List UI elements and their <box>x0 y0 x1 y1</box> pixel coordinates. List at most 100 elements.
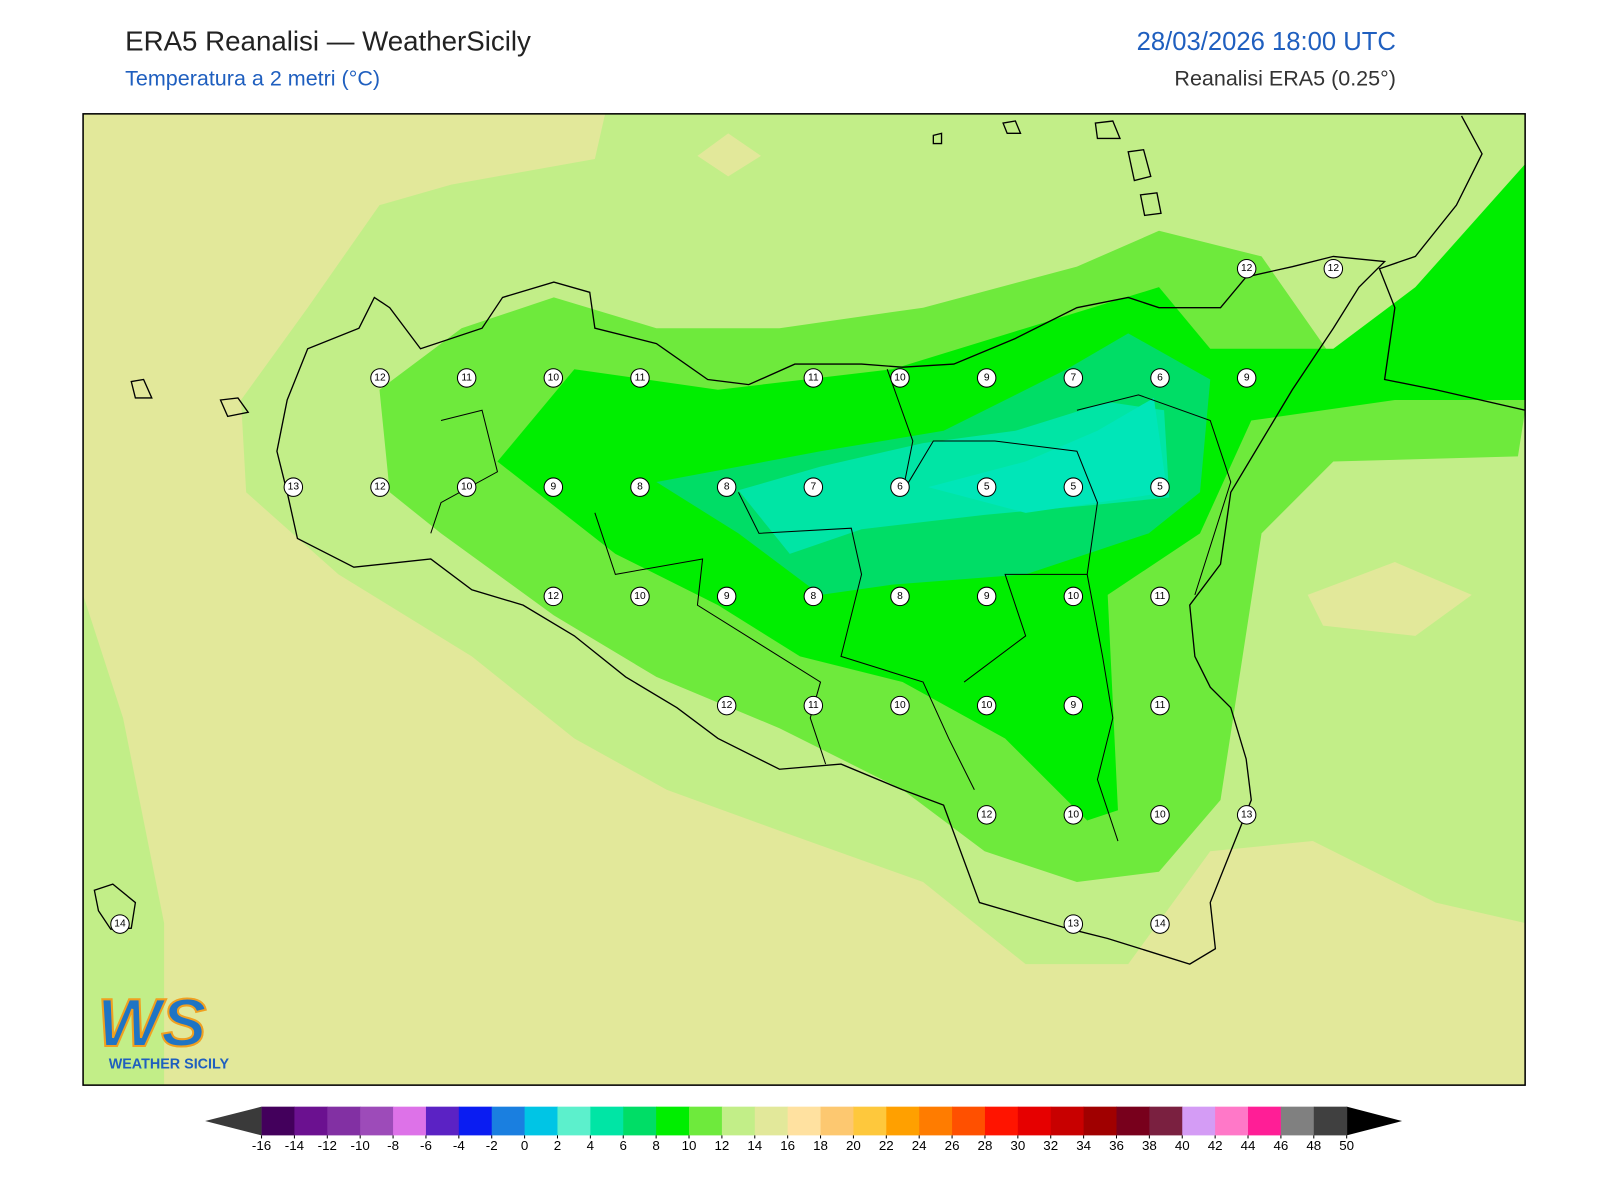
colorbar-bin <box>327 1106 361 1136</box>
station-marker <box>1150 586 1170 607</box>
station-marker <box>976 805 997 825</box>
colorbar-label: 26 <box>945 1138 960 1153</box>
station-marker <box>1063 586 1084 607</box>
station: 12 <box>370 477 390 497</box>
station: 12 <box>543 586 564 607</box>
colorbar-label: -8 <box>387 1138 399 1153</box>
station-marker <box>1150 805 1170 825</box>
logo: WS WEATHER SICILY <box>96 985 229 1073</box>
colorbar-over <box>1346 1106 1403 1136</box>
station-value: 11 <box>635 372 646 383</box>
colorbar-label: 40 <box>1175 1138 1190 1153</box>
colorbar-bin <box>1313 1106 1348 1136</box>
colorbar-bin <box>360 1106 394 1136</box>
colorbar-bin <box>458 1106 493 1136</box>
station-marker <box>630 586 650 607</box>
colorbar-label: 20 <box>846 1138 861 1153</box>
colorbar-label: 16 <box>780 1138 795 1153</box>
station-marker <box>1150 368 1170 388</box>
station-marker <box>1063 914 1084 934</box>
station: 13 <box>1063 914 1084 934</box>
colorbar-label: 10 <box>682 1138 697 1153</box>
station-value: 10 <box>548 372 560 383</box>
colorbar-bin <box>1017 1106 1052 1136</box>
colorbar-bin <box>393 1106 427 1136</box>
island <box>93 120 1162 930</box>
station: 8 <box>630 477 650 497</box>
colorbar-bin <box>623 1106 657 1136</box>
station: 10 <box>976 695 997 716</box>
station-value: 9 <box>1244 372 1250 383</box>
station: 12 <box>370 368 390 388</box>
station: 7 <box>803 477 824 497</box>
station-marker <box>890 368 910 388</box>
station-value: 12 <box>1241 263 1253 274</box>
station-value: 10 <box>1068 591 1080 602</box>
station-value: 7 <box>810 482 816 493</box>
station: 10 <box>630 586 650 607</box>
station-value: 12 <box>721 700 733 711</box>
station: 9 <box>976 368 997 388</box>
colorbar-label: 12 <box>714 1138 729 1153</box>
colorbar-bin <box>524 1106 558 1136</box>
colorbar-bin <box>1116 1106 1150 1136</box>
colorbar-bin <box>1248 1106 1282 1136</box>
colorbar-label: -6 <box>420 1138 432 1153</box>
colorbar-bin <box>853 1106 887 1136</box>
station-marker <box>716 477 737 497</box>
colorbar-label: 18 <box>813 1138 828 1153</box>
station: 9 <box>976 586 997 607</box>
colorbar-bin <box>1280 1106 1315 1136</box>
station-marker <box>976 477 997 497</box>
station-marker <box>1236 368 1257 388</box>
colorbar-bin <box>820 1106 854 1136</box>
colorbar-label: -10 <box>351 1138 370 1153</box>
colorbar-label: 14 <box>747 1138 762 1153</box>
colorbar-label: -2 <box>486 1138 498 1153</box>
colorbar-label: -12 <box>318 1138 337 1153</box>
station-marker <box>283 477 304 497</box>
station-marker <box>543 586 564 607</box>
station-marker <box>1236 805 1257 825</box>
station-marker <box>976 695 997 716</box>
station: 11 <box>456 368 477 388</box>
colorbar-label: 44 <box>1241 1138 1256 1153</box>
stations: 12 12 12 11 10 11 11 10 9 7 6 9 13 12 10 9 8 8 7 6 5 5 5 12 10 9 8… <box>110 258 1344 934</box>
station: 11 <box>803 368 824 388</box>
colorbar-bin <box>919 1106 953 1136</box>
colorbar-bin <box>984 1106 1019 1136</box>
station-value: 8 <box>724 482 730 493</box>
colorbar-label: 8 <box>652 1138 659 1153</box>
station: 13 <box>283 477 304 497</box>
colorbar-label: 24 <box>912 1138 927 1153</box>
station-marker <box>543 368 564 388</box>
station-value: 5 <box>1157 482 1163 493</box>
colorbar-bin <box>425 1106 460 1136</box>
station-value: 13 <box>1068 919 1080 930</box>
station-value: 12 <box>548 591 560 602</box>
station-value: 12 <box>374 482 386 493</box>
station: 9 <box>1063 695 1084 716</box>
station-value: 14 <box>1154 919 1166 930</box>
station: 12 <box>1236 258 1257 279</box>
colorbar-label: -4 <box>453 1138 465 1153</box>
station-value: 9 <box>550 482 556 493</box>
station-marker <box>1236 258 1257 279</box>
colorbar-label: 0 <box>521 1138 528 1153</box>
temperature-field <box>83 113 1526 1086</box>
coastline <box>93 115 1526 965</box>
station-value: 8 <box>637 482 643 493</box>
logo-mark: WS <box>97 986 206 1061</box>
station-marker <box>456 368 477 388</box>
station: 10 <box>1150 805 1170 825</box>
station-value: 10 <box>894 700 906 711</box>
colorbar-label: 22 <box>879 1138 894 1153</box>
station: 6 <box>890 477 910 497</box>
colorbar-label: 30 <box>1010 1138 1025 1153</box>
station-value: 9 <box>984 591 990 602</box>
station-value: 9 <box>1070 700 1076 711</box>
station: 9 <box>543 477 564 497</box>
colorbar-bin <box>1149 1106 1183 1136</box>
